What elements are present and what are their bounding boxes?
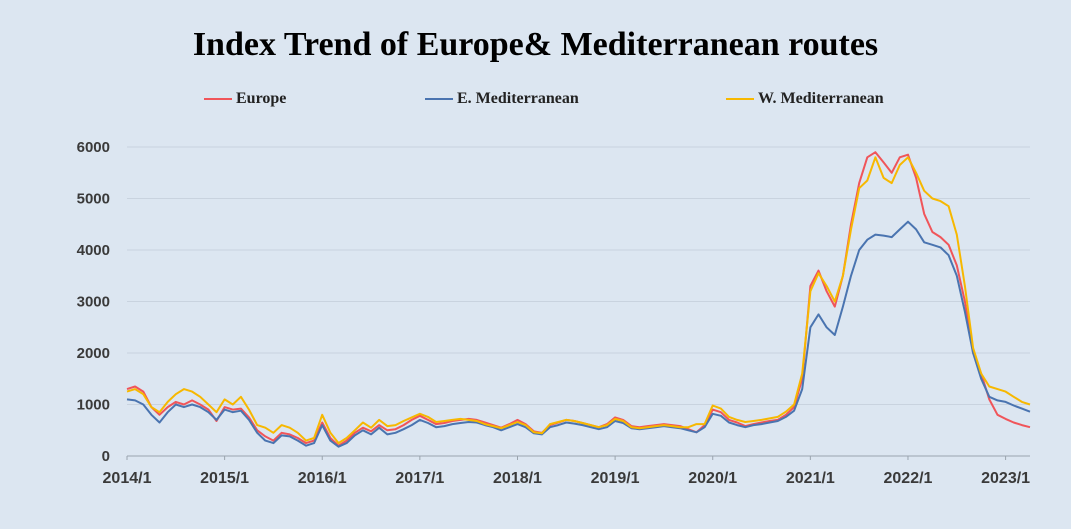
x-tick-label: 2014/1 xyxy=(103,470,152,487)
legend-label-e-mediterranean: E. Mediterranean xyxy=(457,90,579,107)
x-tick-label: 2016/1 xyxy=(298,470,347,487)
x-tick-label: 2021/1 xyxy=(786,470,835,487)
x-tick-label: 2015/1 xyxy=(200,470,249,487)
legend-swatch-europe xyxy=(204,98,232,100)
legend-item-europe: Europe xyxy=(204,89,286,109)
y-tick-label: 2000 xyxy=(77,345,110,362)
y-tick-label: 5000 xyxy=(77,191,110,208)
chart-title: Index Trend of Europe& Mediterranean rou… xyxy=(192,26,879,63)
series-line-w-mediterranean xyxy=(126,156,1031,445)
legend-item-e-mediterranean: E. Mediterranean xyxy=(425,89,579,109)
series-line-europe xyxy=(126,151,1031,447)
x-tick-label: 2017/1 xyxy=(395,470,444,487)
y-tick-label: 0 xyxy=(102,448,110,465)
x-tick-label: 2022/1 xyxy=(884,470,933,487)
y-tick-label: 6000 xyxy=(77,139,110,156)
x-tick-label: 2020/1 xyxy=(688,470,737,487)
series-line-e-mediterranean xyxy=(126,220,1031,448)
x-tick-label: 2023/1 xyxy=(981,470,1030,487)
y-tick-label: 4000 xyxy=(77,242,110,259)
legend-swatch-w-mediterranean xyxy=(726,98,754,100)
legend-label-w-mediterranean: W. Mediterranean xyxy=(758,90,884,107)
x-tick-label: 2018/1 xyxy=(493,470,542,487)
y-tick-label: 3000 xyxy=(77,294,110,311)
legend-label-europe: Europe xyxy=(236,90,287,107)
legend-item-w-mediterranean: W. Mediterranean xyxy=(726,89,884,109)
legend-swatch-e-mediterranean xyxy=(425,98,453,100)
y-tick-label: 1000 xyxy=(77,397,110,414)
x-tick-label: 2019/1 xyxy=(591,470,640,487)
